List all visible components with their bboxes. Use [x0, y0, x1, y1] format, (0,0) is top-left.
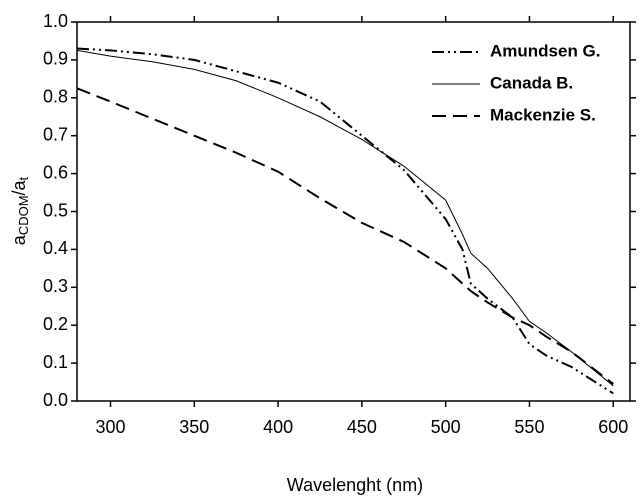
y-tick-label: 0.8 [43, 87, 68, 107]
line-series [76, 87, 614, 385]
x-tick-label: 350 [179, 417, 209, 437]
y-label-sub: t [16, 176, 31, 180]
y-tick-label: 0.0 [43, 390, 68, 410]
x-tick-label: 400 [263, 417, 293, 437]
legend-label: Canada B. [490, 73, 573, 92]
y-tick-label: 0.2 [43, 314, 68, 334]
legend-label: Amundsen G. [490, 41, 601, 60]
y-tick-label: 0.5 [43, 200, 68, 220]
x-tick-label: 500 [431, 417, 461, 437]
y-tick-label: 0.4 [43, 238, 68, 258]
y-tick-label: 0.3 [43, 276, 68, 296]
y-tick-label: 0.9 [43, 49, 68, 69]
y-label-part: a [9, 234, 29, 245]
y-tick-label: 0.6 [43, 162, 68, 182]
x-tick-label: 600 [598, 417, 628, 437]
y-axis-label: aCDOM/at [9, 176, 32, 245]
line-series [76, 47, 614, 395]
y-label-sub: CDOM [16, 195, 31, 235]
x-tick-label: 550 [514, 417, 544, 437]
x-tick-label: 450 [347, 417, 377, 437]
y-label-part: /a [9, 179, 29, 195]
line-series [76, 49, 614, 387]
x-axis-label: Wavelenght (nm) [287, 475, 423, 495]
y-tick-label: 1.0 [43, 11, 68, 31]
legend-label: Mackenzie S. [490, 105, 596, 124]
y-tick-label: 0.1 [43, 352, 68, 372]
y-tick-label: 0.7 [43, 124, 68, 144]
x-tick-label: 300 [95, 417, 125, 437]
